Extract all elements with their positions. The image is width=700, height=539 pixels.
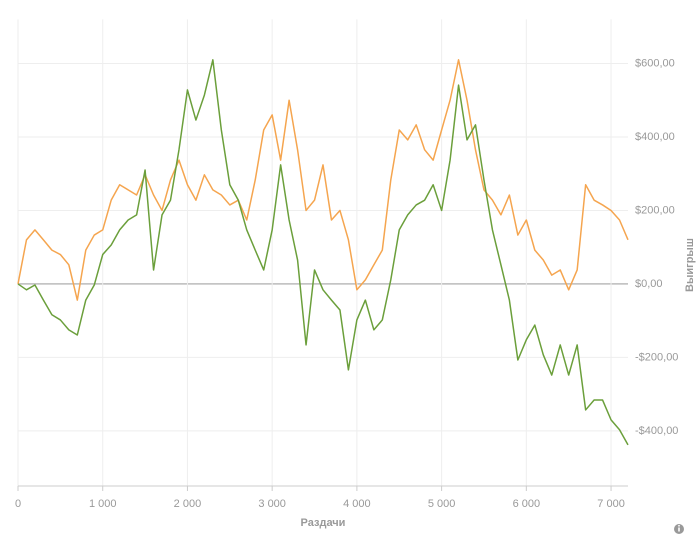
y-tick-label: -$400,00 [635,425,678,437]
x-tick-label: 2 000 [174,498,202,510]
series-line [17,59,629,301]
x-tick-label: 0 [15,498,21,510]
y-tick-label: $0,00 [635,278,663,290]
x-tick-label: 6 000 [513,498,541,510]
info-icon[interactable] [674,524,684,534]
x-tick-label: 4 000 [343,498,371,510]
y-tick-label: $400,00 [635,131,675,143]
y-tick-label: $600,00 [635,57,675,69]
grid [17,19,628,491]
x-tick-label: 1 000 [89,498,117,510]
series-line [17,59,629,446]
x-tick-label: 7 000 [597,498,625,510]
y-tick-label: -$200,00 [635,351,678,363]
x-tick-label: 5 000 [428,498,456,510]
lines [17,59,629,446]
y-tick-label: $200,00 [635,204,675,216]
x-tick-label: 3 000 [258,498,286,510]
x-axis-title: Раздачи [301,517,346,529]
y-axis-title: Выигрыш [684,238,696,292]
